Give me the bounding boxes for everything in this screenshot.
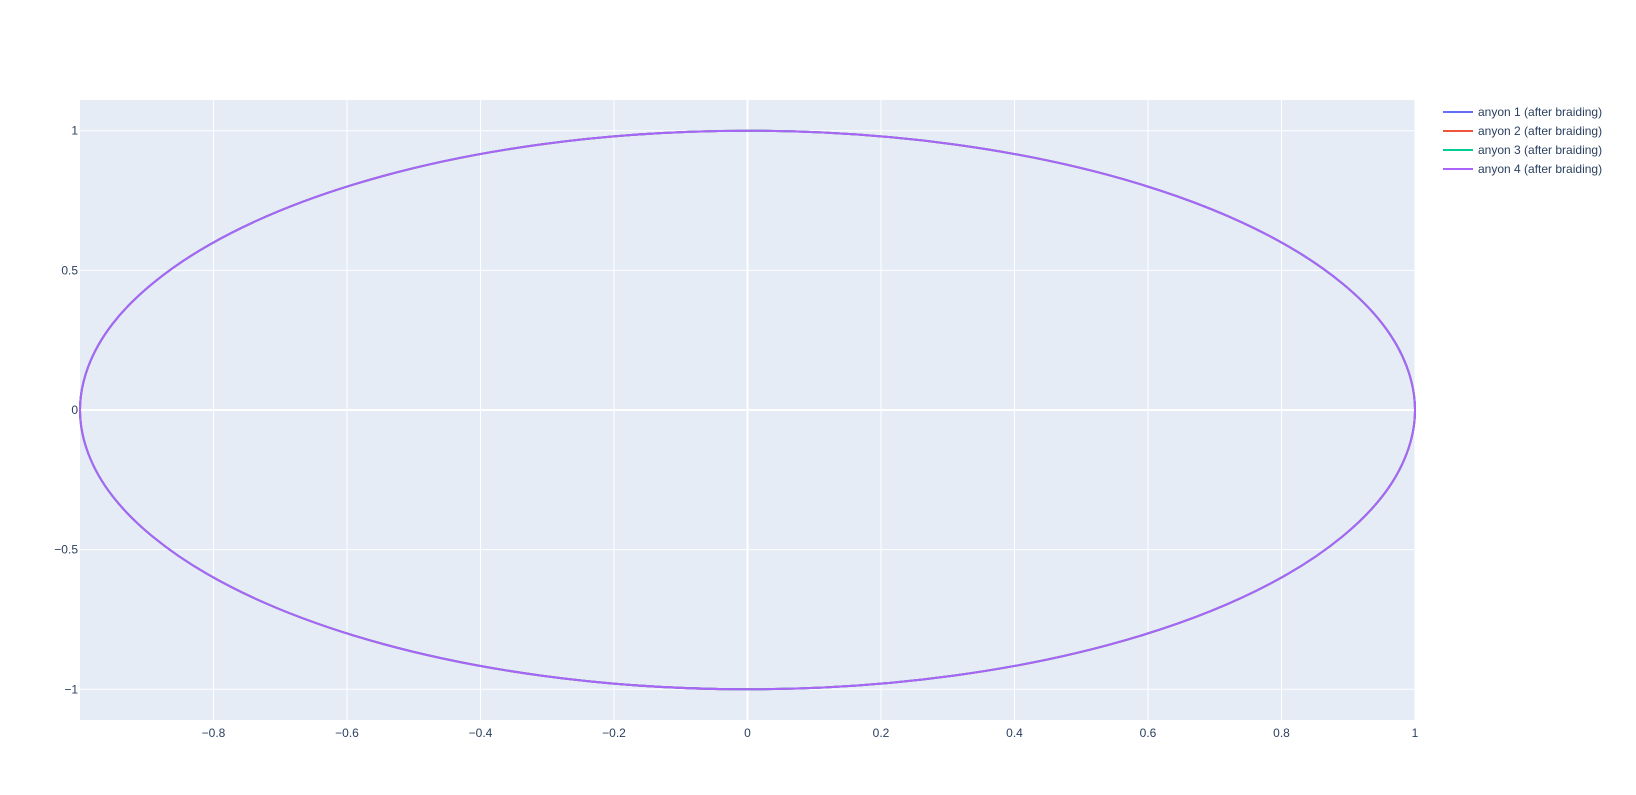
traces bbox=[78, 129, 1417, 691]
legend-label: anyon 4 (after braiding) bbox=[1478, 162, 1602, 176]
x-tick-label: −0.4 bbox=[469, 726, 493, 740]
y-tick-label: 0 bbox=[71, 403, 78, 417]
y-tick-label: 1 bbox=[71, 124, 78, 138]
x-tick-label: 0.4 bbox=[1006, 726, 1023, 740]
x-tick-label: 0 bbox=[744, 726, 751, 740]
y-tick-label: −0.5 bbox=[54, 543, 78, 557]
x-tick-label: −0.8 bbox=[202, 726, 226, 740]
legend-label: anyon 3 (after braiding) bbox=[1478, 143, 1602, 157]
series-line-anyon-4[interactable] bbox=[78, 129, 1417, 691]
y-tick-label: −1 bbox=[64, 682, 78, 696]
legend-item-anyon-4[interactable]: anyon 4 (after braiding) bbox=[1443, 162, 1602, 176]
legend-label: anyon 1 (after braiding) bbox=[1478, 105, 1602, 119]
y-axis-ticks: 1 0.5 0 −0.5 −1 bbox=[54, 124, 78, 697]
y-tick-label: 0.5 bbox=[61, 263, 78, 277]
legend[interactable]: anyon 1 (after braiding) anyon 2 (after b… bbox=[1443, 105, 1602, 176]
legend-item-anyon-1[interactable]: anyon 1 (after braiding) bbox=[1443, 105, 1602, 119]
legend-item-anyon-3[interactable]: anyon 3 (after braiding) bbox=[1443, 143, 1602, 157]
x-tick-label: −0.6 bbox=[335, 726, 359, 740]
x-axis-ticks: −0.8 −0.6 −0.4 −0.2 0 0.2 0.4 0.6 0.8 1 bbox=[202, 726, 1419, 740]
legend-item-anyon-2[interactable]: anyon 2 (after braiding) bbox=[1443, 124, 1602, 138]
x-tick-label: 1 bbox=[1412, 726, 1419, 740]
x-tick-label: −0.2 bbox=[602, 726, 626, 740]
legend-label: anyon 2 (after braiding) bbox=[1478, 124, 1602, 138]
x-tick-label: 0.8 bbox=[1273, 726, 1290, 740]
x-tick-label: 0.2 bbox=[873, 726, 890, 740]
x-tick-label: 0.6 bbox=[1140, 726, 1157, 740]
